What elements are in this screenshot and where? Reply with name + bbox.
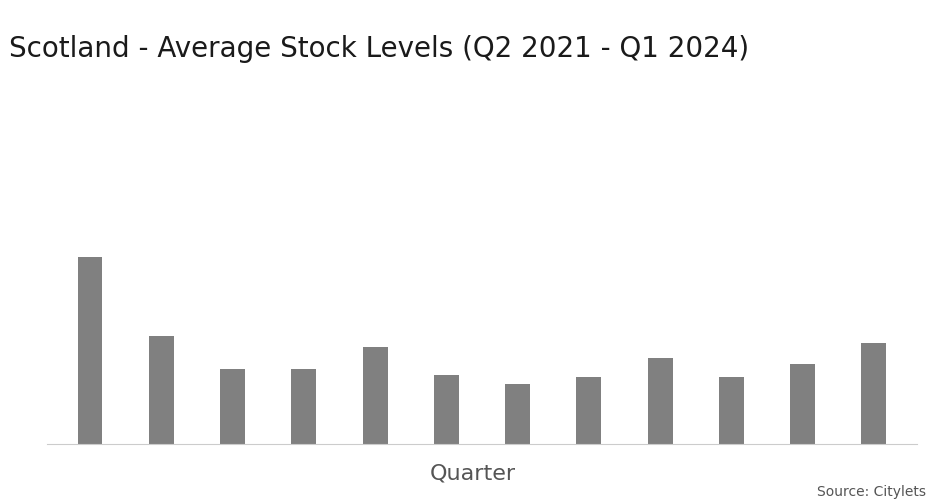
Bar — [789, 363, 815, 444]
Bar — [220, 369, 244, 444]
Bar — [148, 336, 174, 444]
Bar — [433, 374, 458, 444]
Bar — [77, 258, 102, 444]
Bar — [647, 358, 672, 444]
Bar — [505, 384, 530, 444]
Bar — [861, 343, 885, 444]
Bar — [291, 369, 316, 444]
Text: Scotland - Average Stock Levels (Q2 2021 - Q1 2024): Scotland - Average Stock Levels (Q2 2021… — [9, 35, 749, 64]
Bar — [576, 376, 600, 444]
Text: Quarter: Quarter — [429, 464, 515, 484]
Bar — [718, 376, 743, 444]
Bar — [362, 347, 387, 444]
Text: Source: Citylets: Source: Citylets — [817, 485, 925, 499]
